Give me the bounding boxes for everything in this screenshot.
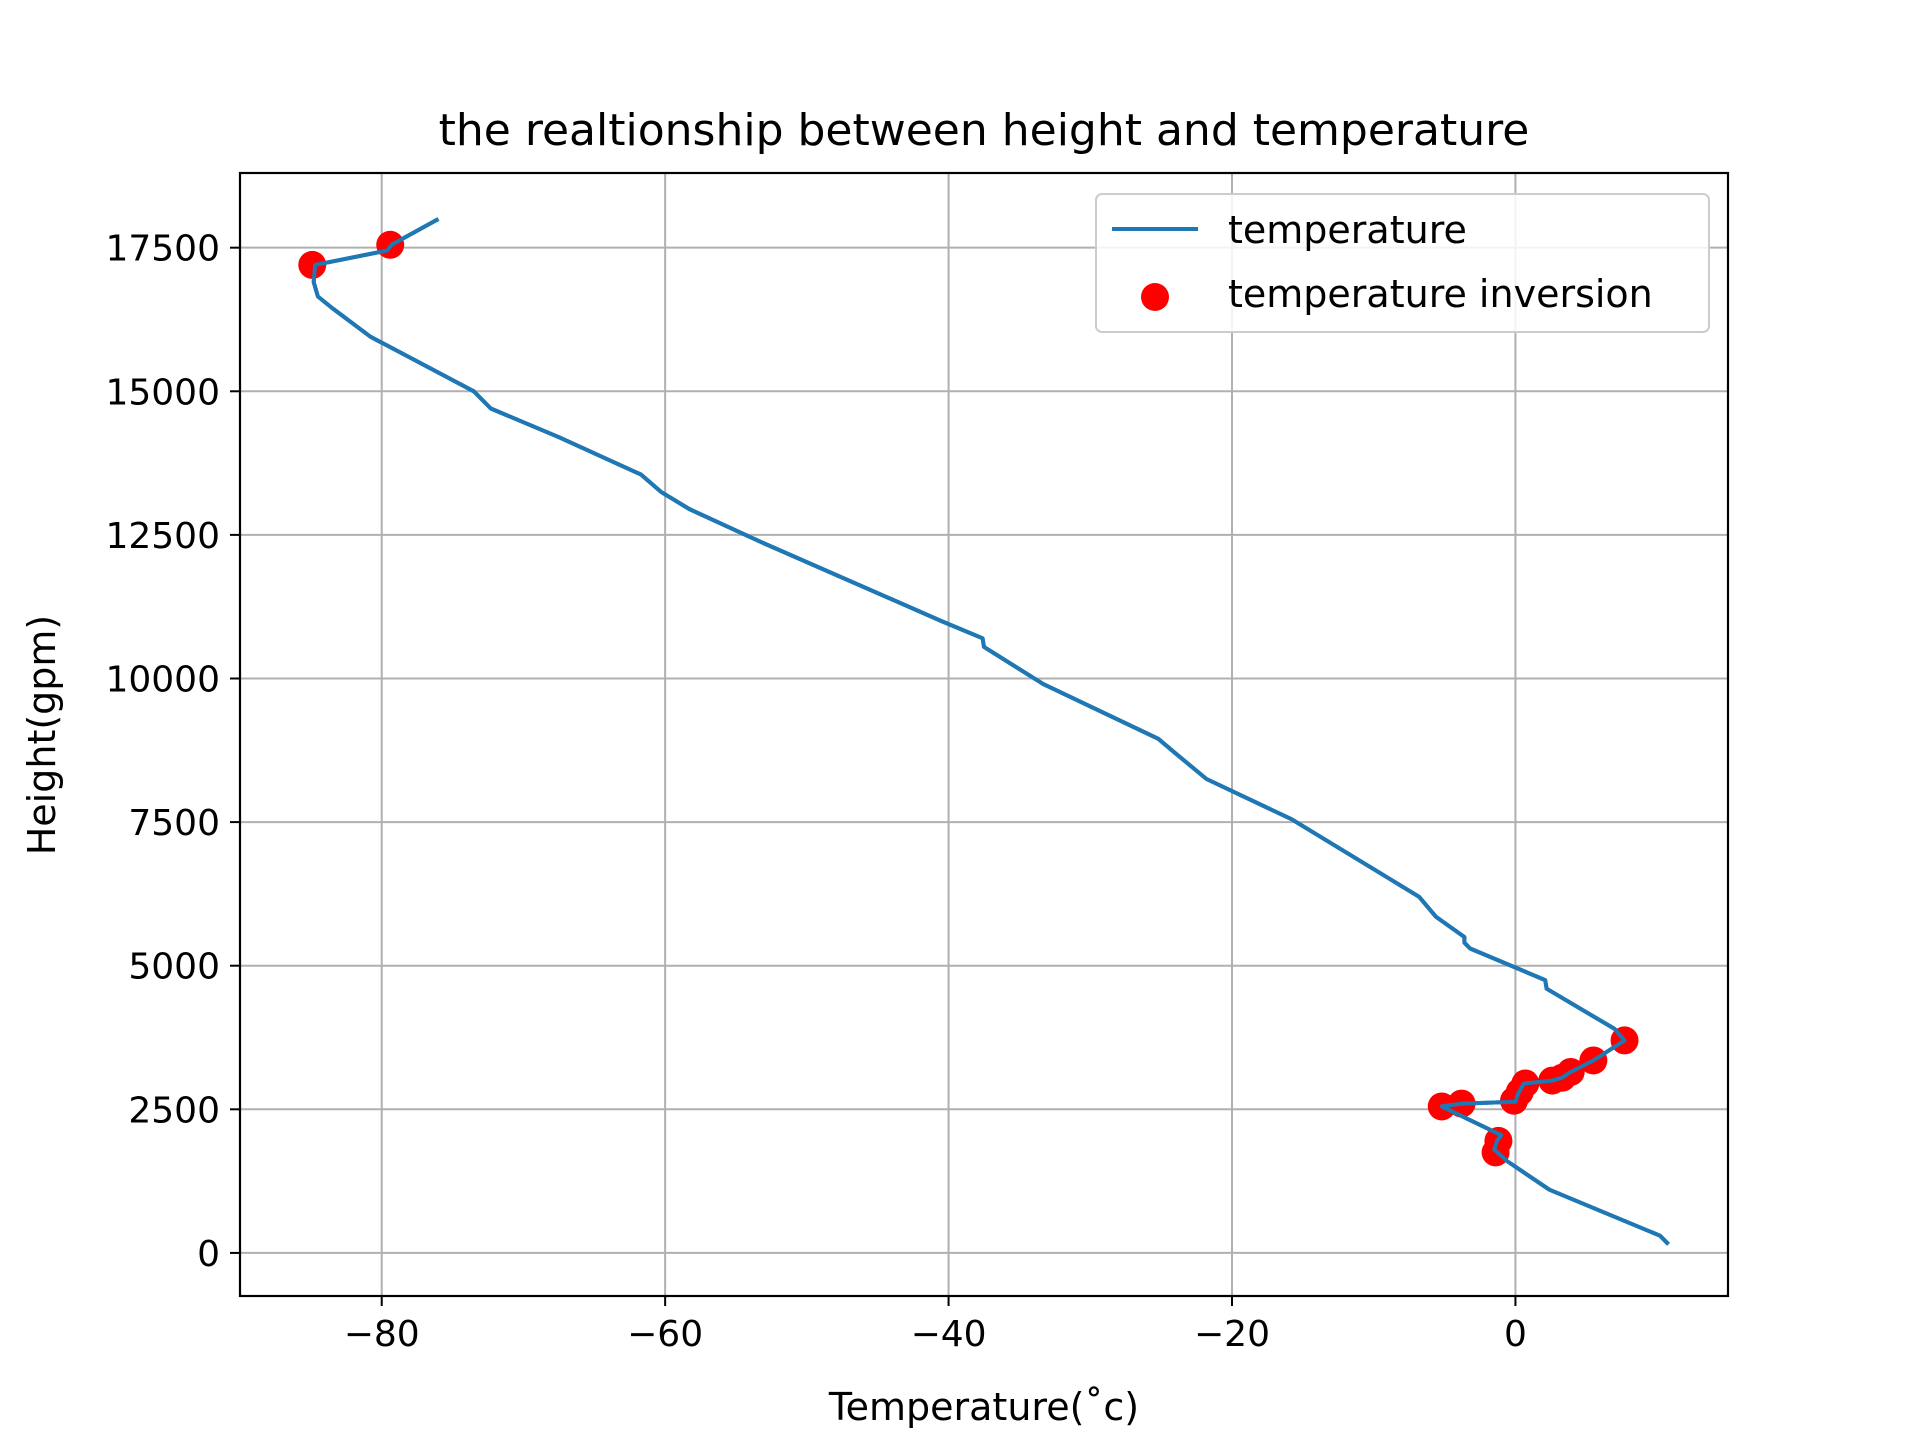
y-tick-label: 7500: [128, 803, 220, 844]
y-tick-label: 10000: [105, 659, 220, 700]
legend-marker-swatch: [1141, 283, 1169, 311]
x-axis-label: Temperature(˚c): [828, 1385, 1139, 1429]
y-tick-label: 15000: [105, 372, 220, 413]
legend: temperature temperature inversion: [1095, 193, 1710, 333]
grid: [240, 173, 1728, 1296]
y-tick-label: 12500: [105, 516, 220, 557]
legend-label-temperature-inversion: temperature inversion: [1228, 272, 1653, 316]
legend-box: [1095, 193, 1710, 333]
plot-area: [298, 217, 1670, 1246]
y-axis-label: Height(gpm): [20, 615, 64, 856]
x-tick-label: 0: [1504, 1314, 1527, 1355]
x-tick-label: −40: [911, 1314, 987, 1355]
y-tick-label: 17500: [105, 229, 220, 270]
inversion-point: [298, 250, 327, 279]
x-tick-label: −60: [627, 1314, 703, 1355]
y-tick-label: 2500: [128, 1090, 220, 1131]
axes-frame: [238, 171, 1730, 1298]
y-tick-label: 0: [197, 1234, 220, 1275]
temperature-line-overlay: [311, 217, 1670, 1246]
chart-title: the realtionship between height and temp…: [439, 105, 1530, 156]
legend-label-temperature: temperature: [1228, 208, 1467, 252]
x-tick-label: −20: [1194, 1314, 1270, 1355]
y-tick-label: 5000: [128, 947, 220, 988]
x-tick-label: −80: [344, 1314, 420, 1355]
axis-ticks: −80 −60 −40 −20 0 0 2500 5000 7500 10000 12500 1500…: [105, 229, 1526, 1355]
